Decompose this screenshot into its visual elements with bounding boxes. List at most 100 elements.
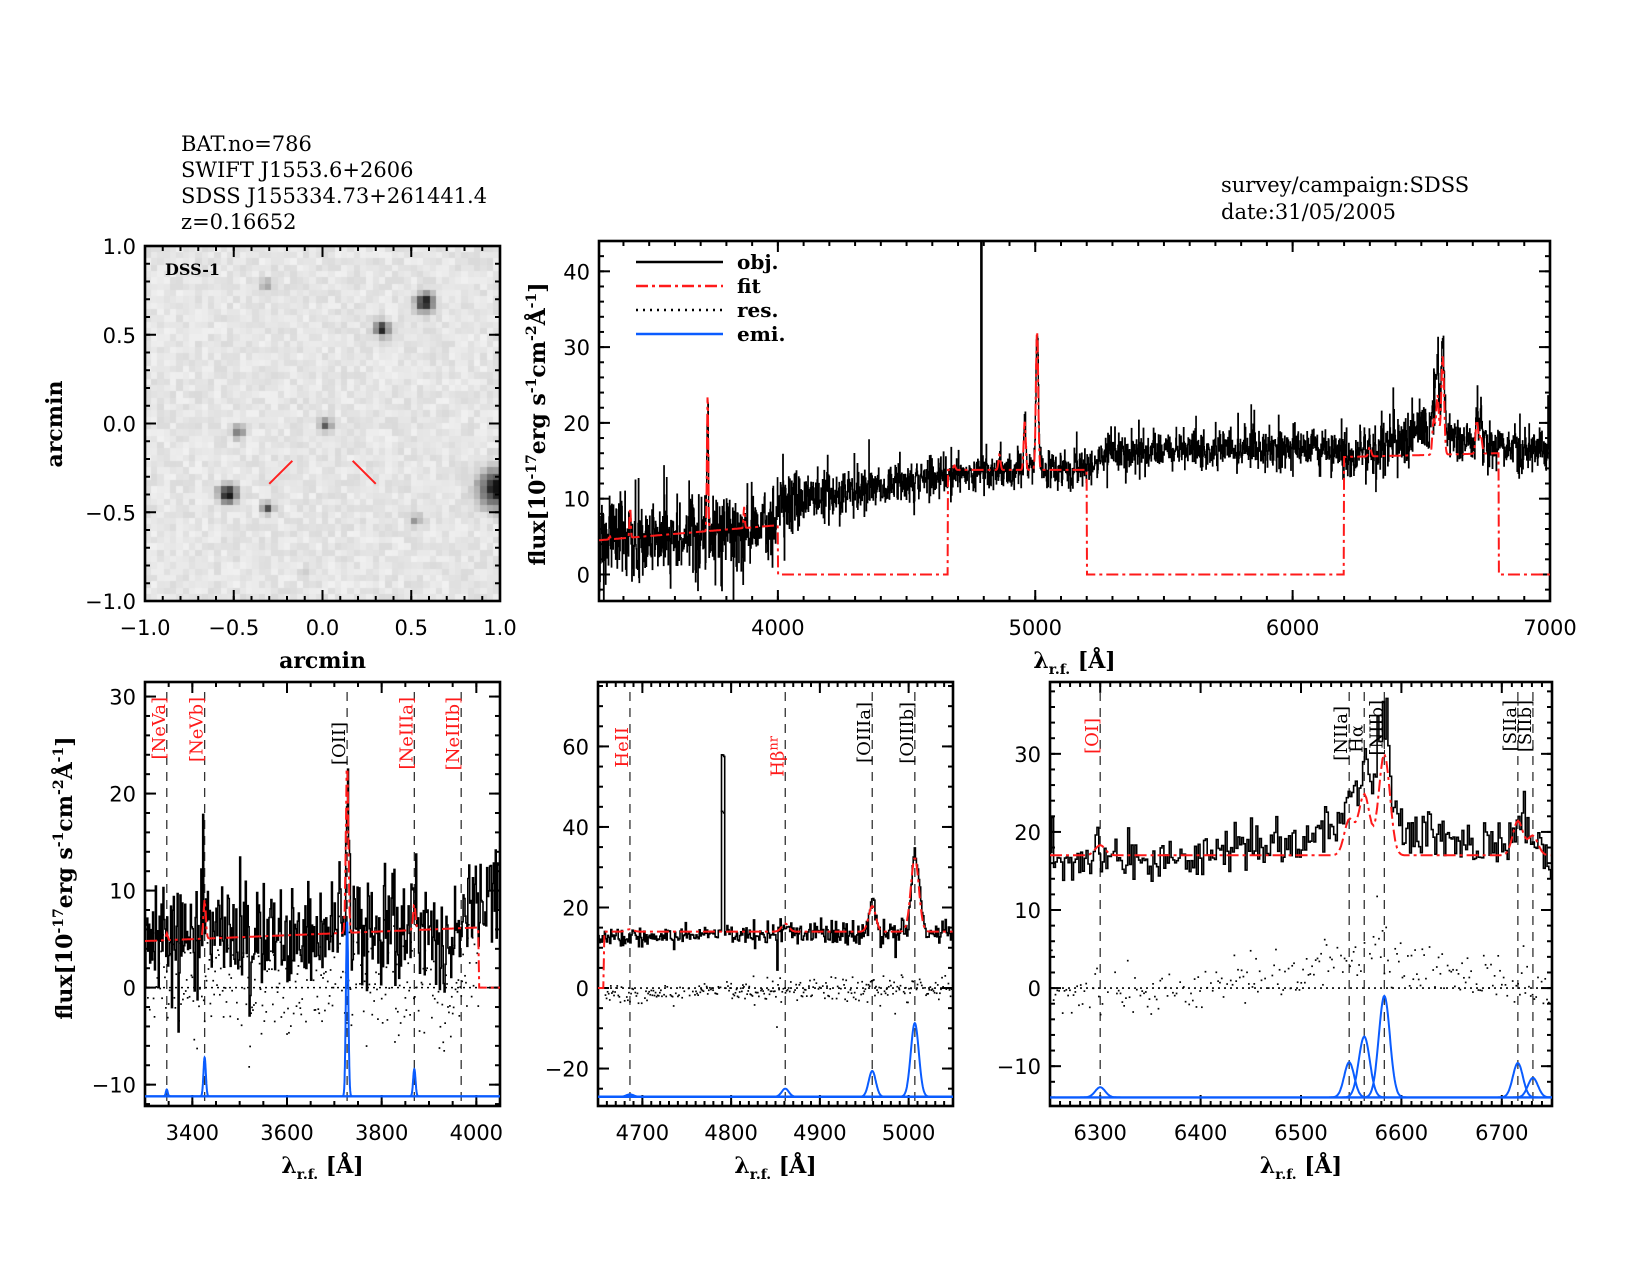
residual-point (732, 993, 735, 996)
residual-point (436, 1001, 439, 1004)
residual-point (382, 941, 385, 943)
residual-point (766, 976, 769, 979)
residual-point (464, 974, 466, 977)
residual-point (1217, 980, 1219, 983)
residual-point (853, 991, 856, 994)
residual-point (703, 983, 706, 985)
residual-point (1434, 986, 1436, 988)
residual-point (374, 983, 376, 985)
residual-point (671, 995, 674, 998)
residual-point (700, 988, 703, 991)
residual-point (189, 952, 192, 954)
residual-point (769, 990, 772, 993)
residual-point (373, 1000, 375, 1002)
residual-point (939, 992, 941, 995)
residual-point (165, 970, 168, 973)
residual-point (1519, 993, 1521, 996)
x-tick-label: 6400 (1174, 1121, 1227, 1145)
residual-point (1246, 971, 1248, 974)
residual-point (199, 987, 201, 990)
residual-point (607, 992, 610, 995)
residual-point (729, 987, 731, 989)
residual-point (467, 923, 470, 926)
residual-point (433, 997, 436, 1000)
residual-point (1464, 981, 1467, 984)
line-label-text: [NeVa] (149, 697, 170, 760)
ylabel-part: flux[10 (52, 934, 78, 1020)
residual-point (455, 981, 458, 984)
residual-point (657, 994, 660, 997)
y-tick-label: 20 (1014, 821, 1041, 845)
residual-point (687, 987, 690, 990)
y-tick-label: 0 (577, 563, 590, 587)
residual-point (322, 977, 324, 979)
residual-point (619, 1001, 622, 1004)
residual-point (746, 993, 748, 996)
residual-point (895, 990, 898, 993)
residual-point (1345, 959, 1348, 962)
residual-point (770, 990, 773, 993)
residual-point (1078, 1004, 1080, 1007)
residual-point (688, 994, 691, 997)
residual-point (213, 993, 216, 996)
residual-point (254, 1002, 257, 1004)
residual-point (651, 994, 654, 997)
residual-point (365, 1045, 368, 1047)
residual-point (801, 995, 804, 998)
ylabel-part: Å (51, 761, 78, 780)
residual-point (172, 943, 175, 946)
residual-point (786, 988, 789, 991)
residual-point (1070, 1011, 1073, 1014)
residual-point (1220, 977, 1223, 980)
y-tick-label: 10 (109, 880, 136, 904)
residual-point (221, 989, 224, 992)
residual-point (282, 996, 285, 999)
x-tick-label: 0.0 (306, 616, 339, 640)
residual-point (1360, 970, 1362, 972)
residual-point (1414, 949, 1416, 951)
residual-point (764, 997, 767, 1000)
residual-point (857, 981, 859, 984)
residual-point (1419, 984, 1422, 987)
sdss-name: SDSS J155334.73+261441.4 (181, 184, 487, 208)
residual-point (408, 989, 411, 992)
residual-point (175, 973, 178, 976)
line-label-text: [SIIa] (1500, 700, 1521, 751)
residual-point (437, 990, 440, 993)
residual-point (162, 934, 164, 936)
header-info: BAT.no=786 SWIFT J1553.6+2606 SDSS J1553… (181, 132, 1469, 234)
residual-point (292, 1012, 295, 1015)
residual-point (928, 988, 931, 991)
residual-point (772, 990, 775, 993)
residual-point (409, 1014, 411, 1016)
residual-point (630, 992, 632, 995)
residual-point (883, 990, 886, 993)
ylabel-part: ] (525, 282, 551, 292)
residual-point (717, 985, 720, 988)
residual-point (200, 917, 202, 920)
residual-point (660, 989, 662, 992)
line-label: [NIIb] (1366, 700, 1387, 756)
residual-point (198, 1005, 200, 1008)
residual-point (666, 985, 669, 988)
residual-point (1076, 985, 1079, 988)
residual-point (287, 1007, 289, 1010)
residual-point (1439, 972, 1442, 975)
x-tick-label: 4000 (450, 1121, 503, 1145)
residual-point (603, 987, 606, 989)
residual-point (1457, 972, 1460, 975)
residual-point (1296, 981, 1299, 984)
residual-point (1139, 994, 1142, 997)
left-y-axis-label: flux[10-17erg s-1cm-2Å-1] (51, 736, 78, 1019)
residual-point (863, 990, 866, 993)
residual-point (457, 979, 460, 981)
residual-point (707, 989, 710, 992)
residual-point (439, 1025, 442, 1028)
residual-point (868, 985, 871, 988)
x-tick-label: 7000 (1523, 616, 1576, 640)
residual-point (702, 990, 705, 993)
emission-component (342, 921, 353, 1098)
residual-point (366, 938, 369, 940)
residual-point (1249, 949, 1252, 952)
